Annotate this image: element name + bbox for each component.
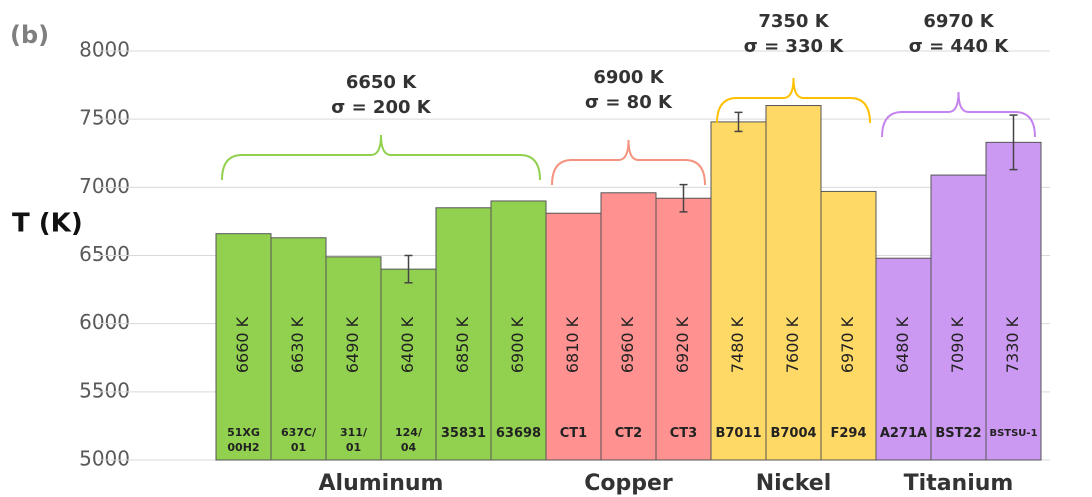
value-label: 6900 K xyxy=(508,316,527,373)
group-label: Titanium xyxy=(904,471,1014,496)
bar xyxy=(325,256,382,461)
x-tick-label: 35831 xyxy=(440,426,487,441)
x-tick-label: 637C/ 01 xyxy=(280,426,317,454)
value-label: 6960 K xyxy=(618,316,637,373)
bar xyxy=(710,121,767,461)
value-label: 6630 K xyxy=(288,316,307,373)
group-annotation: 7350 K xyxy=(758,11,829,32)
bar xyxy=(380,268,437,461)
x-tick-label: 311/ 01 xyxy=(340,426,367,454)
y-tick-label: 6500 xyxy=(79,242,130,266)
y-tick-label: 5000 xyxy=(79,447,130,471)
group-label: Nickel xyxy=(756,471,832,496)
error-bar xyxy=(1009,114,1018,171)
error-bar xyxy=(734,111,743,133)
value-label: 6660 K xyxy=(233,316,252,373)
x-tick-label: F294 xyxy=(830,426,867,441)
x-tick-label: A271A xyxy=(879,426,928,441)
value-label: 6850 K xyxy=(453,316,472,373)
x-tick-label: CT1 xyxy=(559,426,588,441)
group-annotation: σ = 200 K xyxy=(331,97,431,118)
group-annotation: 6970 K xyxy=(923,11,994,32)
bar xyxy=(655,197,712,461)
x-tick-label: 124/ 04 xyxy=(395,426,422,454)
x-tick-label: CT2 xyxy=(614,426,643,441)
group-label: Aluminum xyxy=(319,471,444,496)
bar xyxy=(765,105,822,461)
bar xyxy=(270,237,327,461)
group-annotation: σ = 330 K xyxy=(744,36,844,57)
y-axis-label: T (K) xyxy=(12,209,83,239)
bar xyxy=(545,212,602,461)
bar xyxy=(875,257,932,461)
group-bracket xyxy=(221,134,541,181)
group-annotation: σ = 80 K xyxy=(585,92,673,113)
y-tick-label: 7000 xyxy=(79,174,130,198)
x-tick-label: BST22 xyxy=(935,426,982,441)
value-label: 7480 K xyxy=(728,316,747,373)
value-label: 6970 K xyxy=(838,316,857,373)
x-tick-label: 51XG 00H2 xyxy=(227,426,260,454)
value-label: 6480 K xyxy=(893,316,912,373)
x-tick-label: B7011 xyxy=(715,426,762,441)
value-label: 7600 K xyxy=(783,316,802,373)
x-tick-label: B7004 xyxy=(770,426,817,441)
value-label: 7330 K xyxy=(1003,316,1022,373)
value-label: 6400 K xyxy=(398,316,417,373)
group-bracket xyxy=(881,91,1036,138)
value-label: 6490 K xyxy=(343,316,362,373)
error-bar xyxy=(679,183,688,213)
panel-label: (b) xyxy=(10,21,49,49)
bar xyxy=(985,141,1042,461)
error-bar xyxy=(404,254,413,284)
y-tick-label: 8000 xyxy=(79,38,130,62)
bar xyxy=(435,207,492,461)
value-label: 6810 K xyxy=(563,316,582,373)
group-annotation: σ = 440 K xyxy=(909,36,1009,57)
x-tick-label: BSTSU-1 xyxy=(989,428,1038,439)
group-annotation: 6650 K xyxy=(346,72,417,93)
bar xyxy=(600,192,657,461)
bar xyxy=(820,190,877,461)
value-label: 7090 K xyxy=(948,316,967,373)
y-tick-label: 6000 xyxy=(79,310,130,334)
group-label: Copper xyxy=(584,471,673,496)
x-tick-label: CT3 xyxy=(669,426,698,441)
group-bracket xyxy=(551,139,706,186)
x-tick-label: 63698 xyxy=(495,426,542,441)
group-bracket xyxy=(716,77,871,124)
group-annotation: 6900 K xyxy=(593,67,664,88)
bar xyxy=(215,233,272,461)
bar xyxy=(490,200,547,461)
y-tick-label: 5500 xyxy=(79,378,130,402)
value-label: 6920 K xyxy=(673,316,692,373)
y-tick-label: 7500 xyxy=(79,106,130,130)
